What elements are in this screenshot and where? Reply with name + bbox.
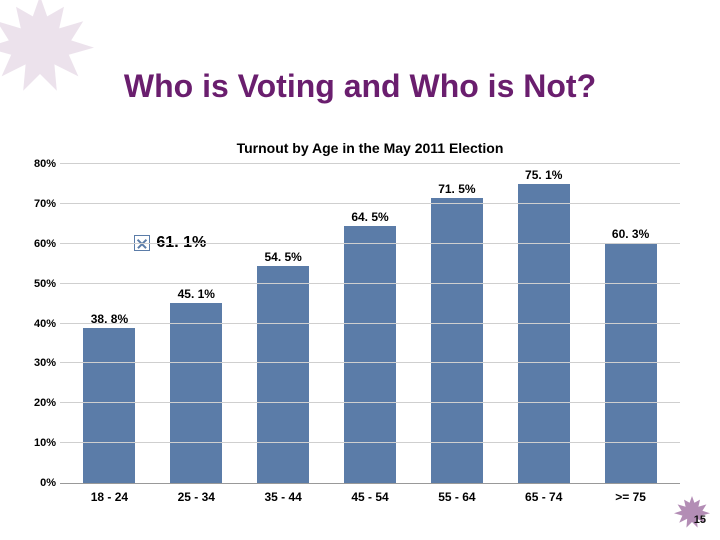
bar-column: 45. 1% (153, 164, 240, 483)
bar-value-label: 45. 1% (178, 287, 215, 301)
x-tick-label: 35 - 44 (240, 490, 327, 504)
bar (257, 266, 309, 483)
x-axis-labels: 18 - 2425 - 3435 - 4445 - 5455 - 6465 - … (60, 484, 680, 504)
grid-line (60, 442, 680, 443)
y-tick-label: 40% (34, 318, 56, 330)
x-tick-label: 55 - 64 (413, 490, 500, 504)
grid-line (60, 362, 680, 363)
top-spacer (0, 0, 720, 54)
y-tick-label: 10% (34, 437, 56, 449)
y-tick-label: 60% (34, 238, 56, 250)
y-tick-label: 80% (34, 158, 56, 170)
x-tick-label: 45 - 54 (327, 490, 414, 504)
page-title: Who is Voting and Who is Not? (0, 68, 720, 105)
bar-value-label: 64. 5% (351, 210, 388, 224)
grid-line (60, 402, 680, 403)
chart-title: Turnout by Age in the May 2011 Election (60, 140, 680, 156)
bar (83, 328, 135, 483)
bar-column: 60. 3% (587, 164, 674, 483)
y-tick-label: 70% (34, 198, 56, 210)
bar-column: 71. 5% (413, 164, 500, 483)
maple-leaf-corner-icon (672, 494, 712, 534)
grid-line (60, 243, 680, 244)
bar (170, 303, 222, 483)
bar-value-label: 38. 8% (91, 312, 128, 326)
y-tick-label: 30% (34, 357, 56, 369)
x-tick-label: 18 - 24 (66, 490, 153, 504)
bars-group: 38. 8% 45. 1% 54. 5% 64. 5% 71. 5% 75. 1% 60. … (60, 164, 680, 483)
chart-container: Turnout by Age in the May 2011 Election … (60, 140, 680, 500)
y-tick-label: 20% (34, 397, 56, 409)
bar-column: 75. 1% (500, 164, 587, 483)
grid-line (60, 163, 680, 164)
bar-column: 54. 5% (240, 164, 327, 483)
bar (518, 184, 570, 483)
grid-line (60, 283, 680, 284)
bar-column: 38. 8% (66, 164, 153, 483)
y-axis: 0%10%20%30%40%50%60%70%80% (16, 164, 60, 483)
chart-plot-area: 0%10%20%30%40%50%60%70%80% 38. 8%45. 1%5… (60, 164, 680, 484)
grid-line (60, 203, 680, 204)
bar-value-label: 71. 5% (438, 182, 475, 196)
page-number: 15 (694, 514, 706, 526)
bar-value-label: 54. 5% (264, 250, 301, 264)
bar-value-label: 75. 1% (525, 168, 562, 182)
bar-value-label: 60. 3% (612, 227, 649, 241)
grid-line (60, 323, 680, 324)
y-tick-label: 0% (40, 477, 56, 489)
bar (431, 198, 483, 483)
x-tick-label: 65 - 74 (500, 490, 587, 504)
x-tick-label: >= 75 (587, 490, 674, 504)
x-tick-label: 25 - 34 (153, 490, 240, 504)
bar-column: 64. 5% (327, 164, 414, 483)
bar (344, 226, 396, 483)
y-tick-label: 50% (34, 278, 56, 290)
